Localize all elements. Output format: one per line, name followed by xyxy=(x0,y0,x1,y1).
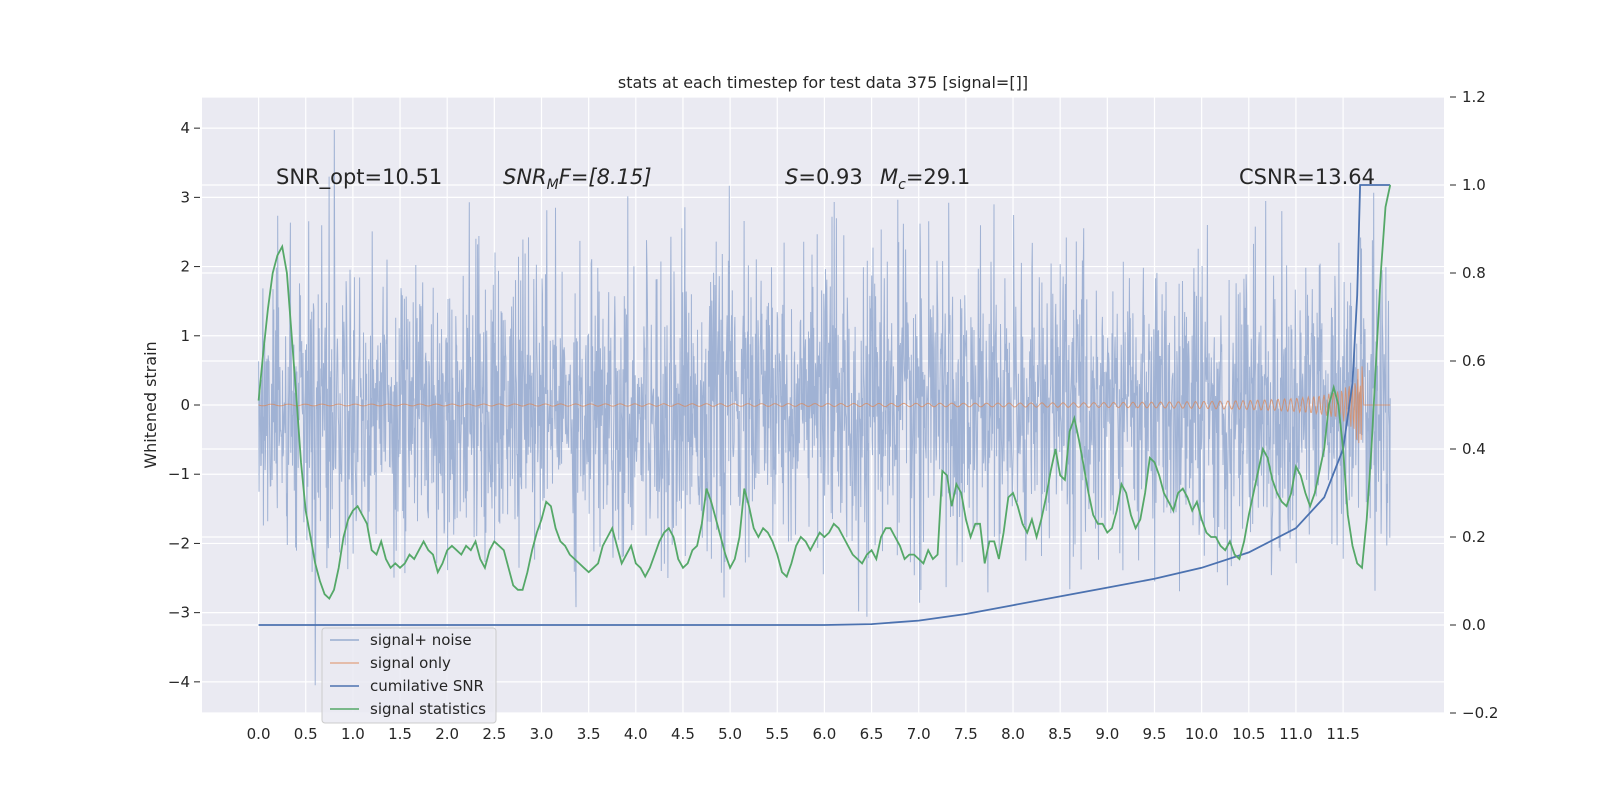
y-right-tick-label: 0.2 xyxy=(1462,528,1486,546)
snr-mf-sub: M xyxy=(547,177,559,193)
x-tick-label: 1.5 xyxy=(388,725,412,743)
mc-var: M xyxy=(880,165,898,189)
y-right-tick-label: 1.2 xyxy=(1462,88,1486,106)
annotation-snr-opt: SNR_opt=10.51 xyxy=(276,165,442,190)
x-tick-label: 9.5 xyxy=(1143,725,1167,743)
snr-mf-main: SNR xyxy=(503,165,547,189)
y-left-tick-label: −3 xyxy=(168,604,190,622)
x-tick-label: 10.5 xyxy=(1232,725,1265,743)
x-tick-label: 9.0 xyxy=(1095,725,1119,743)
annotation-s: S=0.93 xyxy=(785,165,863,189)
y-left-tick-label: 4 xyxy=(180,119,190,137)
y-left-tick-label: −1 xyxy=(168,465,190,483)
x-tick-label: 7.5 xyxy=(954,725,978,743)
x-tick-label: 8.0 xyxy=(1001,725,1025,743)
x-tick-label: 6.0 xyxy=(812,725,836,743)
series-signal-only-line xyxy=(258,366,1391,444)
s-rest: =0.93 xyxy=(798,165,862,189)
mc-rest: =29.1 xyxy=(906,165,970,189)
x-tick-label: 3.5 xyxy=(577,725,601,743)
y-left-tick-label: 3 xyxy=(180,188,190,206)
y-left-tick-label: 1 xyxy=(180,327,190,345)
x-tick-label: 0.0 xyxy=(247,725,271,743)
y-right-tick-label: −0.2 xyxy=(1462,704,1498,722)
x-tick-label: 10.0 xyxy=(1185,725,1218,743)
x-tick-label: 11.0 xyxy=(1279,725,1312,743)
x-tick-label: 6.5 xyxy=(860,725,884,743)
x-tick-label: 11.5 xyxy=(1326,725,1359,743)
annotation-layer: SNR_opt=10.51 SNRMF=[8.15] S=0.93 Mc=29.… xyxy=(276,165,1375,193)
y-right-tick-label: 0.4 xyxy=(1462,440,1486,458)
mc-sub: c xyxy=(898,177,906,193)
legend-label-signal-only: signal only xyxy=(370,654,451,672)
y-right-tick-label: 0.6 xyxy=(1462,352,1486,370)
y-left-tick-label: 0 xyxy=(180,396,190,414)
series-signal-statistics-line xyxy=(257,184,1392,601)
annotation-snr-mf: SNRMF=[8.15] xyxy=(503,165,652,193)
x-tick-label: 3.0 xyxy=(530,725,554,743)
x-tick-label: 4.5 xyxy=(671,725,695,743)
y-right-tick-label: 0.8 xyxy=(1462,264,1486,282)
annotation-csnr: CSNR=13.64 xyxy=(1239,165,1375,189)
x-tick-label: 7.0 xyxy=(907,725,931,743)
legend-label-signal-statistics: signal statistics xyxy=(370,700,486,718)
x-tick-label: 1.0 xyxy=(341,725,365,743)
snr-mf-rest: F=[8.15] xyxy=(559,165,652,189)
axes-layer: 0.0 0.5 1.0 1.5 2.0 2.5 3.0 3.5 4.0 4.5 5.0 5.5 6.0 6… xyxy=(168,88,1499,743)
series-layer xyxy=(257,129,1392,686)
x-tick-label: 2.5 xyxy=(482,725,506,743)
y-axis-label: Whitened strain xyxy=(141,341,160,468)
y-left-tick-label: −4 xyxy=(168,673,190,691)
legend: signal+ noise signal only cumilative SNR… xyxy=(321,627,497,724)
annotation-mc: Mc=29.1 xyxy=(880,165,970,193)
legend-label-cumulative-snr: cumilative SNR xyxy=(370,677,484,695)
series-cumulative-snr-line xyxy=(258,184,1391,626)
s-var: S xyxy=(785,165,798,189)
chart-title: stats at each timestep for test data 375… xyxy=(618,73,1028,92)
x-tick-label: 4.0 xyxy=(624,725,648,743)
x-tick-label: 5.5 xyxy=(765,725,789,743)
legend-label-signal-noise: signal+ noise xyxy=(370,631,472,649)
y-left-tick-label: 2 xyxy=(180,258,190,276)
x-tick-label: 2.0 xyxy=(435,725,459,743)
x-tick-label: 5.0 xyxy=(718,725,742,743)
series-signal-noise-line xyxy=(258,129,1391,686)
y-right-tick-label: 1.0 xyxy=(1462,176,1486,194)
x-tick-label: 0.5 xyxy=(294,725,318,743)
legend-box xyxy=(321,627,497,724)
x-tick-label: 8.5 xyxy=(1048,725,1072,743)
y-right-tick-label: 0.0 xyxy=(1462,616,1486,634)
y-left-tick-label: −2 xyxy=(168,534,190,552)
